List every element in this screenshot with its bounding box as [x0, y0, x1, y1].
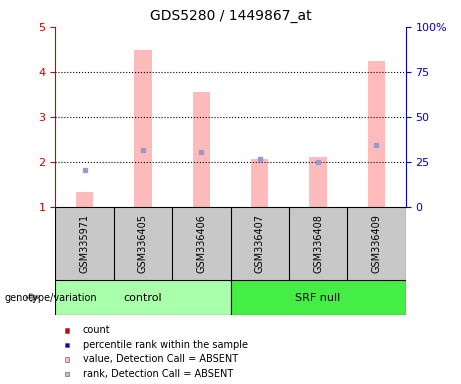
- Bar: [55, 280, 230, 315]
- Bar: [76, 192, 93, 207]
- Bar: [193, 92, 210, 207]
- Bar: [230, 280, 406, 315]
- Text: GSM336409: GSM336409: [372, 214, 382, 273]
- Text: rank, Detection Call = ABSENT: rank, Detection Call = ABSENT: [83, 369, 233, 379]
- Title: GDS5280 / 1449867_at: GDS5280 / 1449867_at: [150, 9, 311, 23]
- Text: GSM336407: GSM336407: [254, 214, 265, 273]
- Text: GSM336408: GSM336408: [313, 214, 323, 273]
- Bar: [251, 159, 268, 207]
- Text: genotype/variation: genotype/variation: [5, 293, 97, 303]
- Text: percentile rank within the sample: percentile rank within the sample: [83, 340, 248, 350]
- Bar: [309, 157, 327, 207]
- Text: count: count: [83, 325, 111, 335]
- Bar: [368, 61, 385, 207]
- Text: SRF null: SRF null: [296, 293, 341, 303]
- Bar: [134, 50, 152, 207]
- Text: GSM335971: GSM335971: [79, 214, 89, 273]
- Text: value, Detection Call = ABSENT: value, Detection Call = ABSENT: [83, 354, 238, 364]
- Text: control: control: [124, 293, 162, 303]
- Text: GSM336405: GSM336405: [138, 214, 148, 273]
- Text: GSM336406: GSM336406: [196, 214, 207, 273]
